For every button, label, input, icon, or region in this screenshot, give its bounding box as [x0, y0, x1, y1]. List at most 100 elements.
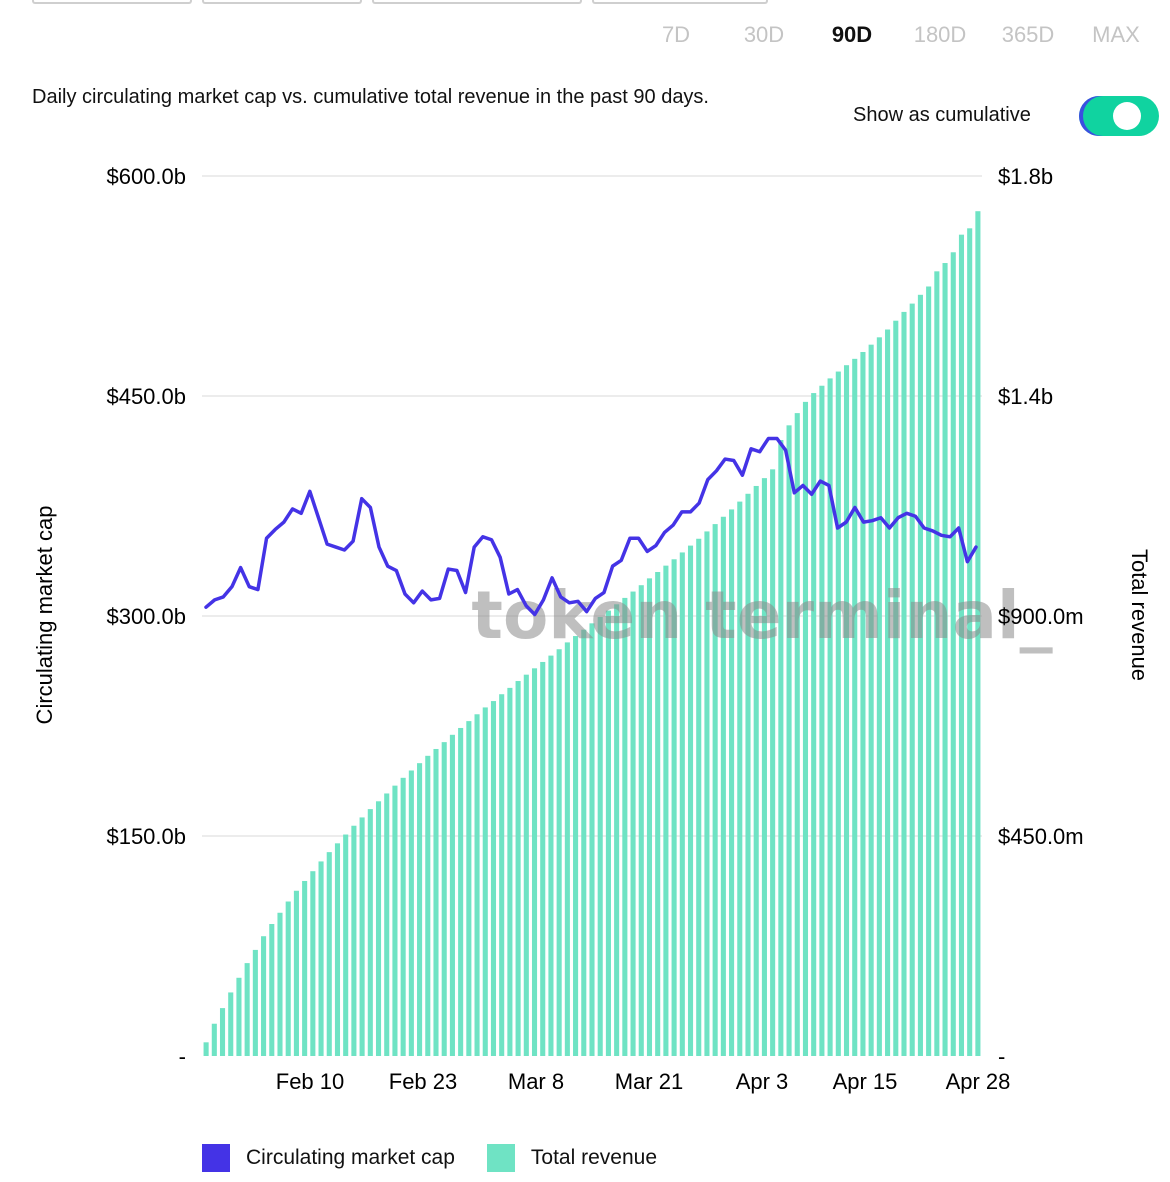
- revenue-bar[interactable]: [482, 707, 488, 1056]
- revenue-bar[interactable]: [729, 509, 735, 1056]
- revenue-bar[interactable]: [926, 286, 932, 1056]
- revenue-bar[interactable]: [375, 801, 382, 1056]
- revenue-bar[interactable]: [860, 352, 866, 1056]
- revenue-bar[interactable]: [441, 742, 447, 1056]
- revenue-bar[interactable]: [351, 825, 357, 1056]
- revenue-bar[interactable]: [761, 478, 767, 1056]
- revenue-bar[interactable]: [499, 694, 505, 1056]
- revenue-bar[interactable]: [778, 440, 784, 1056]
- revenue-bar[interactable]: [515, 681, 521, 1056]
- revenue-bar[interactable]: [876, 337, 882, 1056]
- revenue-bar[interactable]: [745, 493, 751, 1056]
- revenue-bar[interactable]: [917, 294, 923, 1056]
- market-cap-series-line[interactable]: [204, 436, 978, 617]
- revenue-bar[interactable]: [893, 320, 899, 1056]
- revenue-bar[interactable]: [704, 531, 710, 1056]
- revenue-bar[interactable]: [507, 687, 513, 1056]
- revenue-bar[interactable]: [630, 591, 636, 1056]
- revenue-bar[interactable]: [655, 572, 661, 1056]
- revenue-bar[interactable]: [885, 329, 891, 1056]
- top-tab-3[interactable]: [372, 0, 582, 4]
- revenue-bar[interactable]: [400, 777, 406, 1056]
- revenue-bar[interactable]: [770, 469, 776, 1057]
- revenue-bar[interactable]: [556, 649, 562, 1056]
- revenue-bar[interactable]: [573, 636, 579, 1056]
- revenue-bar[interactable]: [671, 559, 677, 1056]
- revenue-bar[interactable]: [901, 311, 907, 1056]
- range-max[interactable]: MAX: [1092, 22, 1140, 47]
- revenue-bar[interactable]: [811, 393, 817, 1056]
- revenue-bar[interactable]: [425, 755, 431, 1056]
- revenue-bar[interactable]: [819, 385, 825, 1056]
- revenue-bar[interactable]: [449, 734, 455, 1056]
- revenue-bar[interactable]: [392, 785, 398, 1056]
- revenue-bar[interactable]: [638, 585, 644, 1056]
- revenue-bar[interactable]: [417, 763, 423, 1056]
- revenue-bar[interactable]: [679, 552, 685, 1056]
- revenue-bar[interactable]: [843, 365, 850, 1056]
- revenue-bar[interactable]: [334, 843, 341, 1056]
- revenue-bar[interactable]: [909, 303, 915, 1057]
- top-tab-1[interactable]: [32, 0, 192, 4]
- revenue-bar[interactable]: [975, 211, 981, 1056]
- revenue-bar[interactable]: [835, 371, 841, 1056]
- revenue-bar[interactable]: [261, 936, 267, 1056]
- revenue-bar[interactable]: [950, 252, 956, 1056]
- revenue-bar[interactable]: [696, 538, 702, 1056]
- revenue-bar[interactable]: [958, 234, 965, 1057]
- revenue-bar[interactable]: [597, 616, 603, 1056]
- cumulative-toggle[interactable]: [1079, 96, 1159, 136]
- revenue-bar[interactable]: [326, 852, 332, 1056]
- legend-item-revenue[interactable]: Total revenue: [486, 1144, 657, 1172]
- range-7d[interactable]: 7D: [661, 22, 691, 47]
- range-90d[interactable]: 90D: [831, 22, 873, 47]
- revenue-bar[interactable]: [720, 516, 726, 1056]
- revenue-bar[interactable]: [687, 545, 694, 1056]
- revenue-bar[interactable]: [458, 727, 464, 1056]
- revenue-bar[interactable]: [548, 655, 554, 1056]
- revenue-bar[interactable]: [646, 578, 653, 1056]
- revenue-bar[interactable]: [408, 770, 414, 1056]
- revenue-bar[interactable]: [934, 271, 940, 1056]
- revenue-bar[interactable]: [827, 378, 833, 1056]
- revenue-bar[interactable]: [466, 721, 472, 1056]
- revenue-bar[interactable]: [663, 565, 669, 1056]
- revenue-bar[interactable]: [852, 358, 858, 1057]
- revenue-bar[interactable]: [622, 597, 628, 1056]
- revenue-bar[interactable]: [942, 263, 948, 1056]
- revenue-bar[interactable]: [302, 880, 308, 1056]
- revenue-bar[interactable]: [474, 714, 480, 1056]
- revenue-bar[interactable]: [581, 629, 587, 1056]
- revenue-bar[interactable]: [293, 890, 299, 1056]
- top-tab-4[interactable]: [592, 0, 768, 4]
- range-365d[interactable]: 365D: [1001, 22, 1055, 47]
- revenue-bar[interactable]: [564, 642, 570, 1056]
- revenue-bar[interactable]: [359, 817, 365, 1056]
- revenue-bar[interactable]: [433, 748, 439, 1056]
- revenue-bar[interactable]: [737, 501, 743, 1057]
- revenue-bar[interactable]: [384, 793, 390, 1056]
- revenue-bar[interactable]: [228, 992, 234, 1056]
- revenue-bar[interactable]: [236, 977, 242, 1056]
- revenue-bar[interactable]: [523, 674, 529, 1056]
- revenue-bar[interactable]: [967, 228, 973, 1056]
- revenue-bar[interactable]: [219, 1008, 226, 1056]
- revenue-bar[interactable]: [244, 963, 250, 1056]
- revenue-bar[interactable]: [786, 425, 792, 1057]
- revenue-bar[interactable]: [589, 623, 595, 1056]
- revenue-bar[interactable]: [277, 912, 283, 1056]
- revenue-bar[interactable]: [203, 1042, 209, 1056]
- revenue-bar[interactable]: [614, 604, 620, 1056]
- revenue-bar[interactable]: [285, 901, 291, 1056]
- revenue-bar[interactable]: [531, 668, 538, 1056]
- revenue-bar[interactable]: [802, 401, 809, 1056]
- top-tab-2[interactable]: [202, 0, 362, 4]
- range-180d[interactable]: 180D: [913, 22, 967, 47]
- revenue-bar[interactable]: [753, 485, 759, 1057]
- revenue-bar[interactable]: [252, 949, 258, 1056]
- revenue-bar[interactable]: [310, 871, 316, 1056]
- revenue-bar[interactable]: [605, 610, 611, 1056]
- revenue-bar[interactable]: [540, 661, 546, 1056]
- revenue-bar[interactable]: [343, 834, 349, 1056]
- revenue-bar[interactable]: [318, 861, 324, 1056]
